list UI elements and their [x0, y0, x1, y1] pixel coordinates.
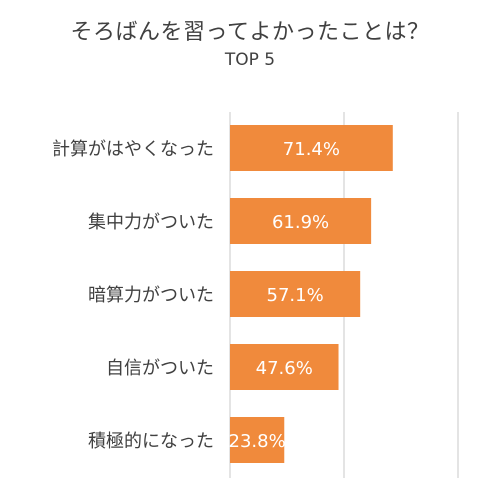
- chart-subtitle: TOP 5: [224, 50, 276, 70]
- data-label-1: 71.4%: [283, 139, 340, 160]
- bars: [230, 125, 393, 463]
- bar-3: [230, 271, 361, 317]
- category-label-1: 計算がはやくなった: [52, 139, 214, 160]
- category-label-2: 集中力がついた: [88, 212, 214, 233]
- bar-1: [230, 125, 393, 171]
- bar-2: [230, 198, 372, 244]
- category-label-3: 暗算力がついた: [88, 285, 214, 306]
- bar-4: [230, 344, 339, 390]
- category-label-5: 積極的になった: [88, 431, 214, 452]
- bar-5: [230, 417, 285, 463]
- data-label-2: 61.9%: [272, 212, 329, 233]
- data-label-3: 57.1%: [267, 285, 324, 306]
- chart-title: そろばんを習ってよかったことは？: [70, 20, 430, 45]
- data-label-4: 47.6%: [256, 358, 313, 379]
- data-labels: 71.4% 61.9% 57.1% 47.6% 23.8%: [229, 139, 340, 452]
- category-label-4: 自信がついた: [106, 358, 214, 379]
- data-label-5: 23.8%: [229, 431, 286, 452]
